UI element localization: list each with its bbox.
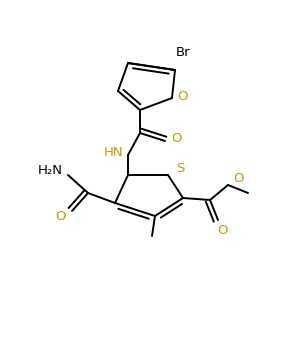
Text: HN: HN — [104, 145, 124, 159]
Text: O: O — [172, 132, 182, 145]
Text: O: O — [55, 210, 65, 222]
Text: S: S — [176, 162, 184, 174]
Text: O: O — [218, 223, 228, 237]
Text: O: O — [177, 90, 187, 102]
Text: H₂N: H₂N — [38, 165, 62, 177]
Text: Br: Br — [176, 46, 190, 58]
Text: O: O — [233, 172, 243, 186]
